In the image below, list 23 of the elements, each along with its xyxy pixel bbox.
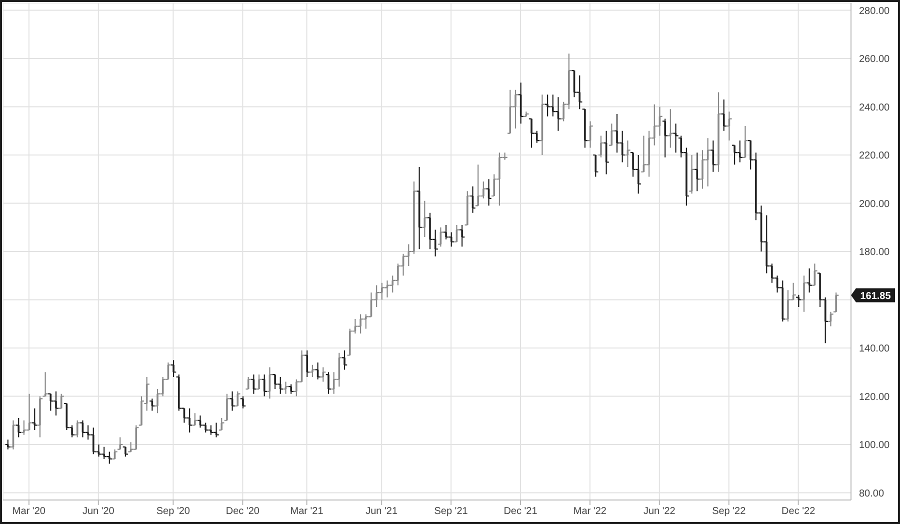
x-tick-label: Sep '22 [712, 506, 746, 518]
y-tick-label: 140.00 [859, 344, 890, 355]
x-tick-label: Dec '20 [226, 506, 260, 518]
x-tick-label: Sep '21 [434, 506, 468, 518]
y-tick-label: 120.00 [859, 392, 890, 403]
annotation: 161.85 [860, 290, 892, 302]
x-tick-label: Mar '22 [573, 506, 607, 518]
y-tick-label: 180.00 [859, 247, 890, 258]
x-tick-label: Dec '21 [504, 506, 538, 518]
x-tick-label: Jun '22 [643, 506, 676, 518]
y-tick-label: 260.00 [859, 54, 890, 66]
x-tick-label: Jun '20 [82, 506, 115, 518]
y-tick-label: 80.00 [859, 488, 884, 500]
y-tick-label: 200.00 [859, 198, 890, 210]
x-tick-label: Sep '20 [156, 506, 190, 518]
x-tick-label: Mar '21 [290, 506, 324, 518]
y-tick-label: 240.00 [859, 102, 890, 114]
y-tick-label: 220.00 [859, 150, 890, 162]
x-tick-label: Mar '20 [12, 506, 46, 518]
y-tick-label: 100.00 [859, 440, 890, 452]
y-tick-label: 280.00 [859, 6, 890, 17]
x-tick-label: Dec '22 [782, 506, 816, 518]
x-tick-label: Jun '21 [366, 506, 398, 518]
